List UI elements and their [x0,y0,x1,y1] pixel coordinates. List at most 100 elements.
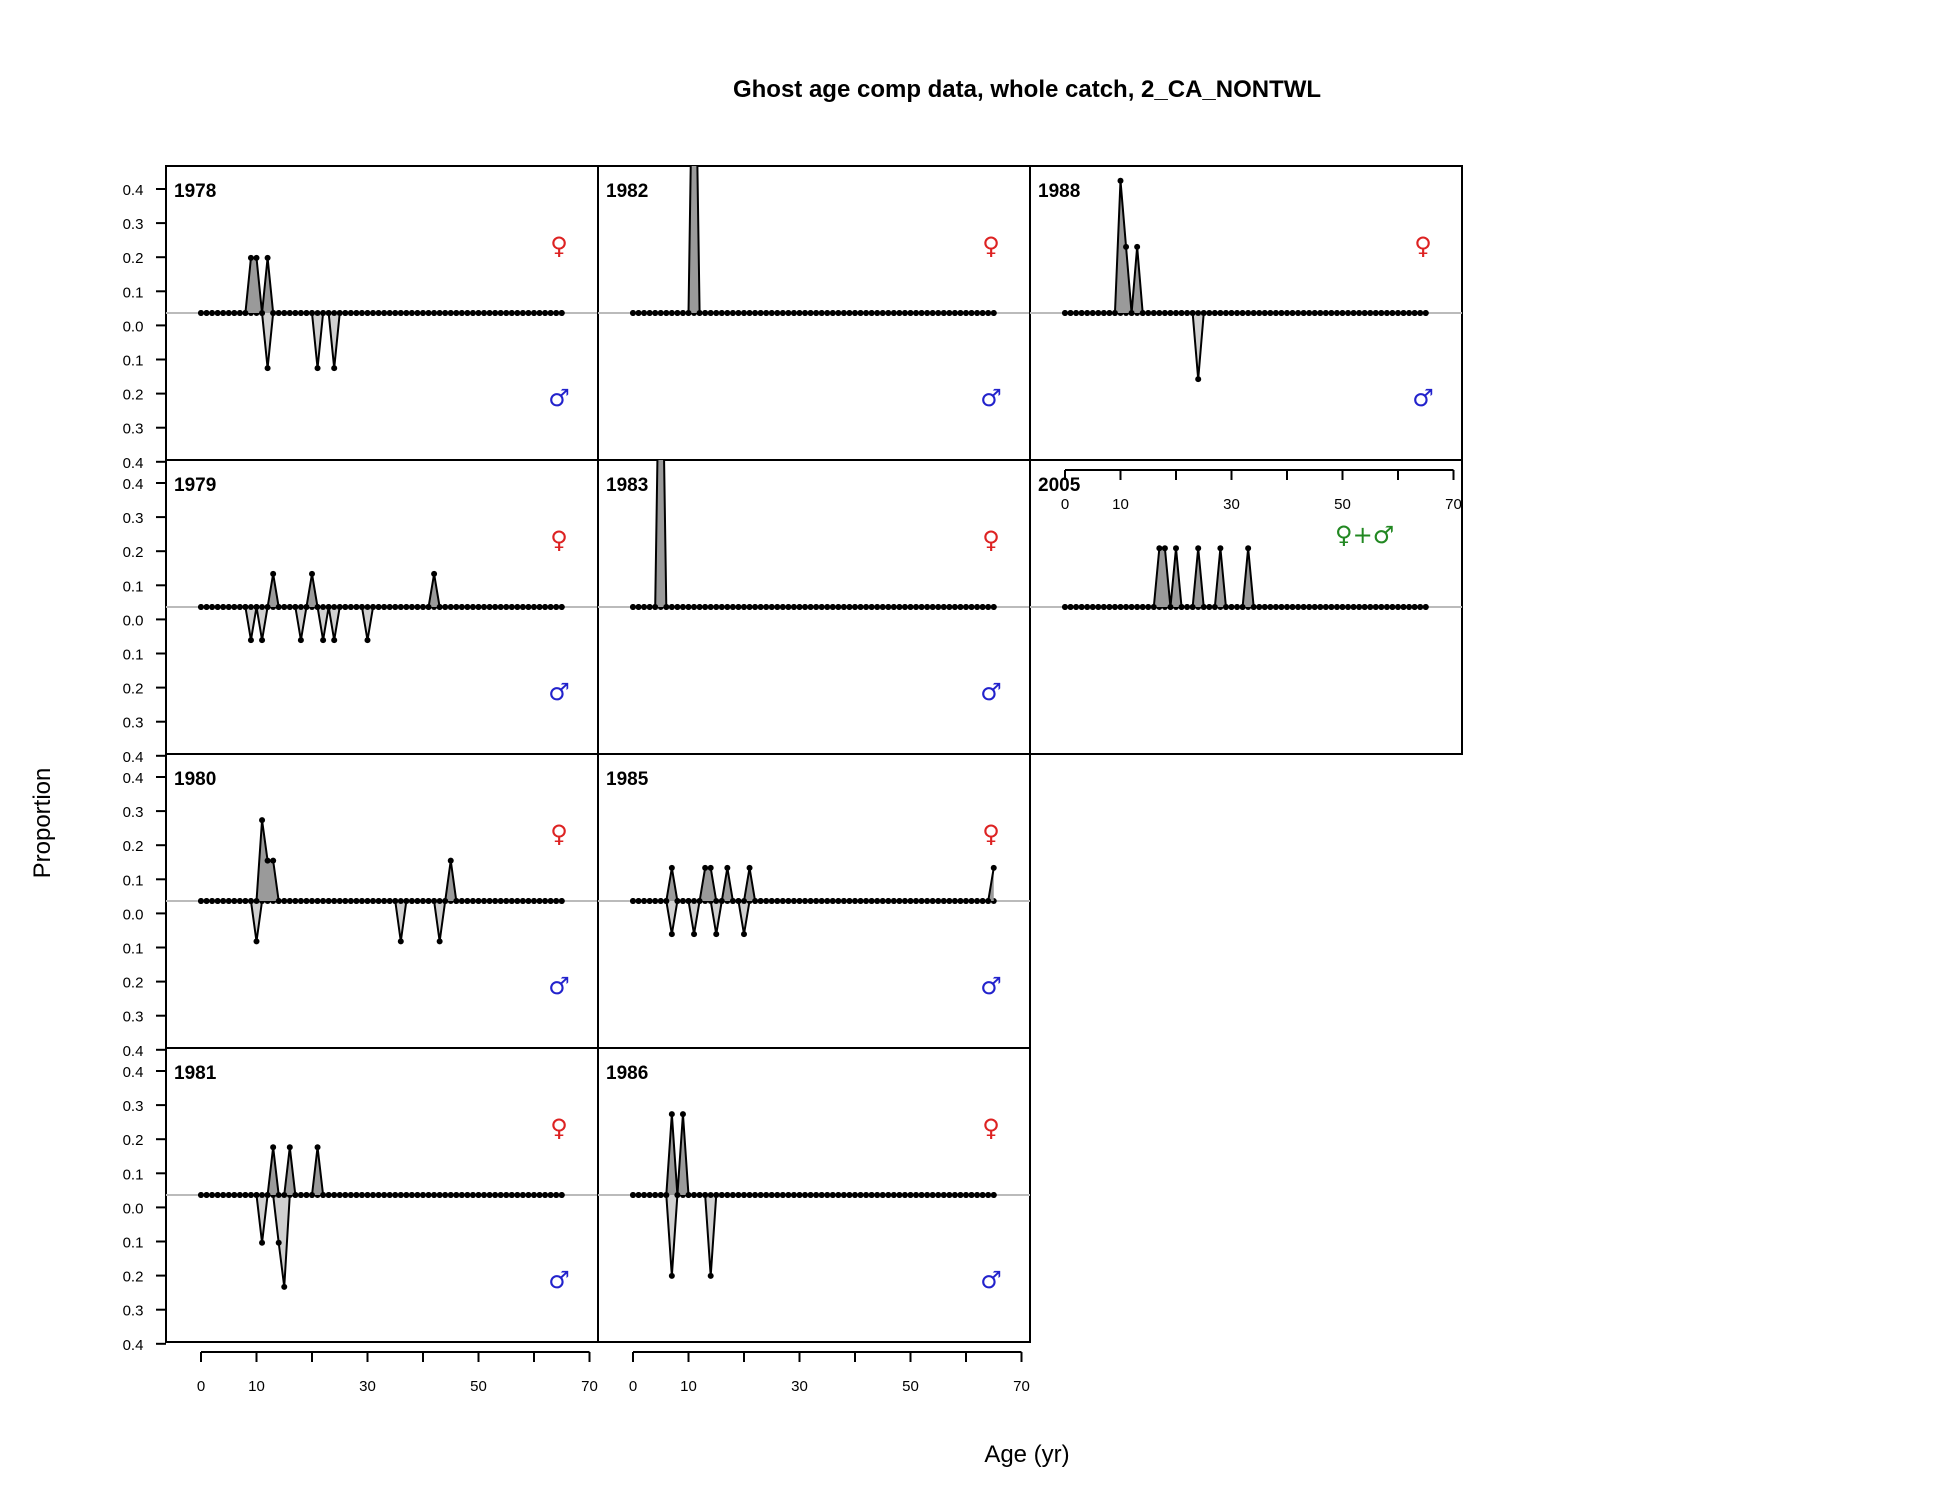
female-series-point-age-12 [696,898,703,904]
female-series-point-age-36 [397,898,404,904]
female-series-point-age-28 [353,310,360,316]
female-series-point-age-32 [807,898,814,904]
x-tick-label: 10 [1112,496,1129,513]
female-series-point-age-14 [707,604,714,610]
female-series-point-age-15 [713,898,720,904]
female-series-point-age-5 [225,310,232,316]
female-series-point-age-61 [536,604,543,610]
female-series-point-age-1 [1067,310,1074,316]
female-series-point-age-13 [270,570,277,577]
female-series-point-age-0 [198,310,204,316]
panel-data [198,1144,565,1290]
female-series-point-age-61 [1400,310,1407,316]
male-series-line [1065,312,1426,380]
female-series-point-age-37 [835,1192,842,1198]
female-series-area [201,820,562,901]
female-series-point-age-43 [868,898,875,904]
female-series-point-age-59 [525,1192,532,1198]
female-series-point-age-49 [901,898,908,904]
female-series-point-age-51 [913,604,920,610]
female-series-point-age-11 [691,898,698,904]
female-symbol: ♀ [982,1114,1000,1142]
female-series-point-age-52 [486,898,493,904]
female-series-point-age-56 [1372,604,1379,610]
female-series-point-age-6 [663,898,670,904]
female-series-point-age-56 [940,310,947,316]
female-series-point-age-13 [270,1144,277,1151]
female-series-point-age-47 [890,604,897,610]
y-tick-label: 0.1 [123,578,144,595]
female-series-point-age-59 [957,310,964,316]
female-series-point-age-35 [1256,604,1263,610]
chart-title: Ghost age comp data, whole catch, 2_CA_N… [733,76,1321,103]
female-series-point-age-54 [497,898,504,904]
female-series-area [633,867,994,901]
female-series-point-age-15 [713,310,720,316]
female-series-point-age-34 [386,604,393,610]
female-symbol: ♀ [1414,232,1432,260]
female-series-point-age-45 [447,310,454,316]
female-series-point-age-31 [802,898,809,904]
female-series-point-age-63 [979,1192,986,1198]
female-series-point-age-37 [403,1192,410,1198]
female-series-point-age-53 [1356,604,1363,610]
female-series-point-age-64 [553,1192,560,1198]
female-series-point-age-28 [1217,545,1224,552]
panel-year-label: 1985 [606,769,649,790]
x-tick-label: 0 [197,1378,205,1395]
x-tick-label: 10 [680,1378,697,1395]
female-series-point-age-20 [309,570,315,577]
female-series-point-age-48 [1328,604,1335,610]
y-tick-label: 0.4 [123,749,144,766]
female-series-point-age-56 [940,604,947,610]
female-series-point-age-12 [264,254,271,261]
male-series-point-age-36 [397,938,404,945]
female-series-point-age-0 [198,604,204,610]
female-series-point-age-2 [209,1192,216,1198]
female-series-point-age-8 [242,1192,249,1198]
female-series-point-age-42 [1295,604,1302,610]
female-series-point-age-46 [885,898,892,904]
female-series-point-age-8 [242,310,249,316]
female-series-point-age-33 [381,310,388,316]
female-series-point-age-49 [469,604,476,610]
female-series-point-age-29 [358,604,365,610]
female-series-point-age-21 [746,604,753,610]
female-series-point-age-19 [735,898,742,904]
female-series-point-age-62 [1406,604,1413,610]
female-series-point-age-22 [752,604,759,610]
female-series-point-age-35 [824,310,831,316]
female-series-point-age-42 [1295,310,1302,316]
female-series-point-age-55 [1367,310,1374,316]
female-series-point-age-53 [492,310,499,316]
female-series-point-age-60 [963,310,969,316]
female-series-point-age-22 [320,1192,327,1198]
panel-data [198,817,565,945]
female-series-point-age-16 [718,604,725,610]
female-series-point-age-39 [1278,310,1285,316]
female-series-point-age-41 [857,898,864,904]
female-series-point-age-16 [286,310,293,316]
female-series-point-age-35 [392,604,399,610]
female-series-point-age-58 [1383,604,1390,610]
female-series-point-age-47 [890,310,897,316]
panel-2005: 2005 ♀+♂ [1029,459,1463,755]
female-series-point-age-11 [691,1192,698,1198]
female-symbol: ♀ [550,1114,568,1142]
male-series-point-age-7 [668,931,675,938]
female-series-point-age-22 [320,898,327,904]
female-series-point-age-37 [403,310,410,316]
x-tick-label: 70 [1013,1378,1030,1395]
female-series-point-age-18 [1161,310,1168,316]
female-series-point-age-30 [364,604,371,610]
female-series-point-age-48 [464,1192,471,1198]
female-series-point-age-47 [890,898,897,904]
female-series-point-age-22 [320,310,327,316]
female-series-point-age-41 [857,310,864,316]
panel-data [1062,545,1429,610]
female-series-point-age-65 [990,604,997,610]
female-series-point-age-1 [635,310,642,316]
female-series-point-age-10 [685,310,692,316]
female-series-point-age-19 [1167,310,1174,316]
